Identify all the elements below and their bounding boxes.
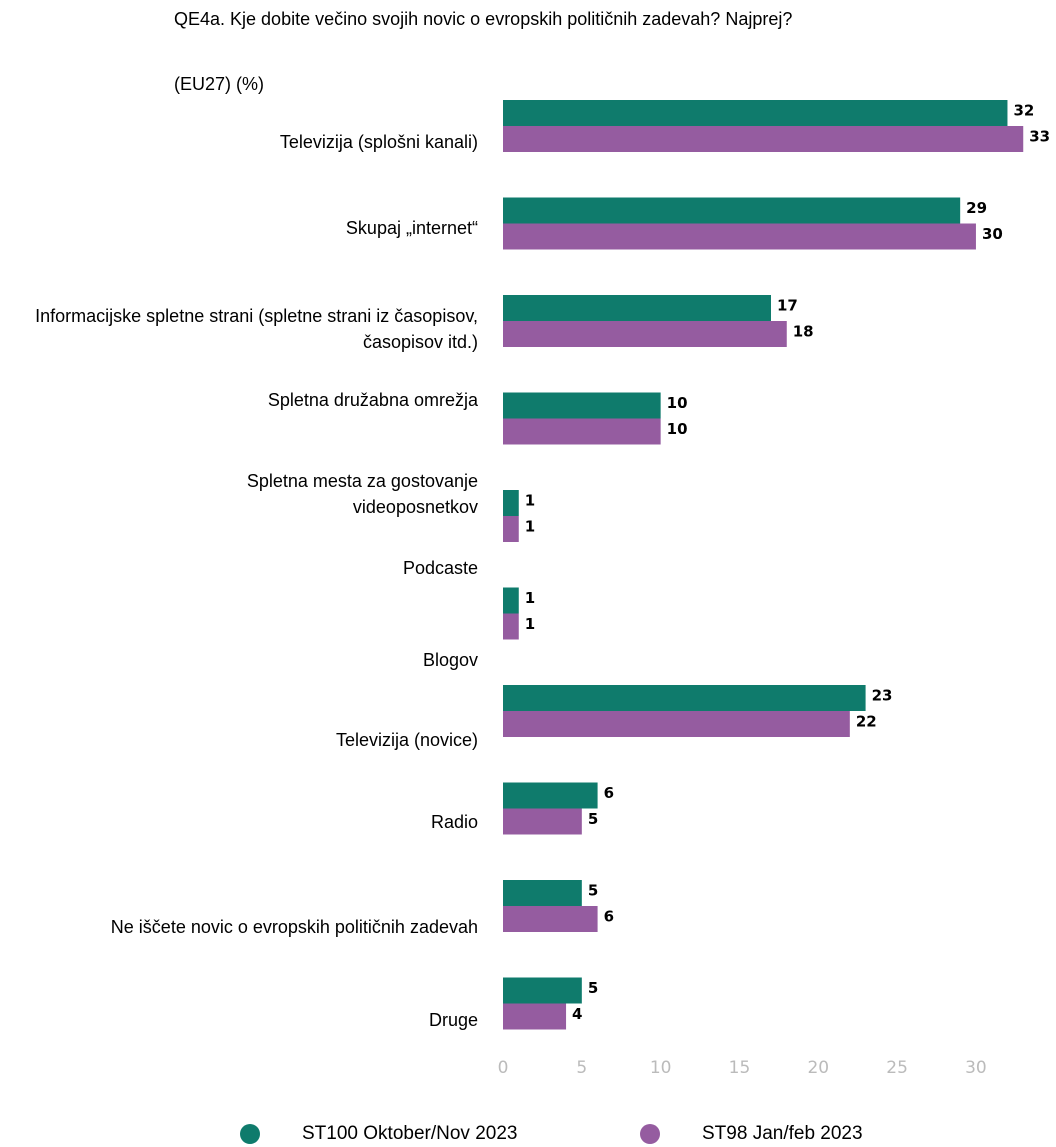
bar — [503, 685, 866, 711]
bar — [503, 782, 598, 809]
value-label: 23 — [872, 687, 893, 705]
bar — [503, 321, 787, 347]
chart-subtitle: (EU27) (%) — [174, 74, 265, 94]
bar — [503, 1003, 567, 1030]
value-label: 30 — [982, 225, 1003, 243]
bar — [503, 906, 598, 932]
bar — [503, 490, 519, 516]
value-label: 1 — [525, 492, 535, 510]
value-label: 4 — [572, 1005, 582, 1023]
category-label: Spletna mesta za gostovanje videoposnetk… — [246, 471, 478, 517]
category-label: Blogov — [422, 650, 478, 670]
value-label: 33 — [1029, 128, 1050, 146]
bar — [503, 126, 1024, 152]
category-label: Druge — [428, 1010, 478, 1030]
bar — [503, 977, 582, 1004]
category-label: Ne iščete novic o evropskih političnih z… — [110, 917, 478, 937]
x-tick-label: 30 — [965, 1058, 987, 1078]
chart-title: QE4a. Kje dobite večino svojih novic o e… — [174, 9, 793, 29]
x-tick-label: 5 — [576, 1058, 587, 1078]
category-label: Spletna družabna omrežja — [267, 390, 478, 410]
category-label: Radio — [430, 812, 478, 832]
value-label: 5 — [588, 979, 598, 997]
bar — [503, 516, 519, 542]
bar — [503, 808, 582, 835]
bar — [503, 100, 1008, 126]
bar — [503, 418, 661, 445]
bar — [503, 197, 961, 224]
value-label: 17 — [777, 297, 798, 315]
category-label: Televizija (splošni kanali) — [279, 132, 478, 152]
value-label: 5 — [588, 810, 598, 828]
value-label: 6 — [604, 908, 614, 926]
bar — [503, 295, 771, 321]
bar — [503, 711, 850, 737]
legend-marker — [640, 1124, 660, 1144]
bar — [503, 223, 976, 250]
category-label: Skupaj „internet“ — [345, 218, 478, 238]
value-label: 22 — [856, 713, 877, 731]
category-label: Televizija (novice) — [335, 730, 478, 750]
bar — [503, 392, 661, 419]
legend-label: ST98 Jan/feb 2023 — [702, 1123, 863, 1144]
category-label: Podcaste — [402, 558, 478, 578]
value-label: 1 — [525, 518, 535, 536]
value-label: 6 — [604, 784, 614, 802]
value-label: 32 — [1013, 102, 1034, 120]
value-label: 29 — [966, 199, 987, 217]
legend-marker — [240, 1124, 260, 1144]
x-tick-label: 15 — [729, 1058, 751, 1078]
x-tick-label: 0 — [498, 1058, 509, 1078]
x-tick-label: 25 — [886, 1058, 908, 1078]
x-tick-label: 10 — [650, 1058, 672, 1078]
value-label: 10 — [667, 420, 688, 438]
value-label: 1 — [525, 615, 535, 633]
legend-label: ST100 Oktober/Nov 2023 — [302, 1123, 517, 1144]
bar — [503, 613, 519, 640]
value-label: 1 — [525, 589, 535, 607]
x-tick-label: 20 — [807, 1058, 829, 1078]
category-label: Informacijske spletne strani (spletne st… — [35, 306, 478, 352]
value-label: 10 — [667, 394, 688, 412]
value-label: 5 — [588, 882, 598, 900]
value-label: 18 — [793, 323, 814, 341]
bar — [503, 587, 519, 614]
bar — [503, 880, 582, 906]
